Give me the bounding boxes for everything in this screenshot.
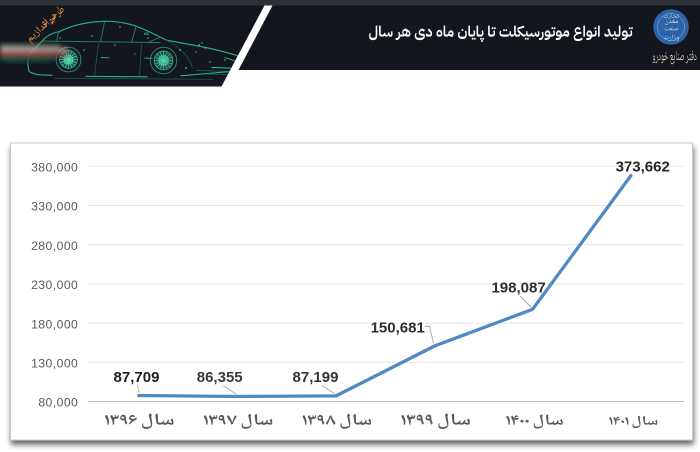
svg-text:87,199: 87,199 <box>293 369 339 386</box>
svg-text:180,000: 180,000 <box>31 317 78 331</box>
svg-text:130,000: 130,000 <box>31 357 78 371</box>
svg-text:80,000: 80,000 <box>38 396 78 410</box>
svg-text:150,681: 150,681 <box>371 320 425 337</box>
svg-text:86,355: 86,355 <box>197 369 243 386</box>
svg-text:230,000: 230,000 <box>31 278 78 292</box>
svg-text:87,709: 87,709 <box>114 369 160 386</box>
svg-text:198,087: 198,087 <box>491 280 545 297</box>
svg-text:380,000: 380,000 <box>31 161 78 175</box>
svg-text:373,662: 373,662 <box>616 159 670 176</box>
svg-text:280,000: 280,000 <box>31 239 78 253</box>
svg-text:330,000: 330,000 <box>31 200 78 214</box>
